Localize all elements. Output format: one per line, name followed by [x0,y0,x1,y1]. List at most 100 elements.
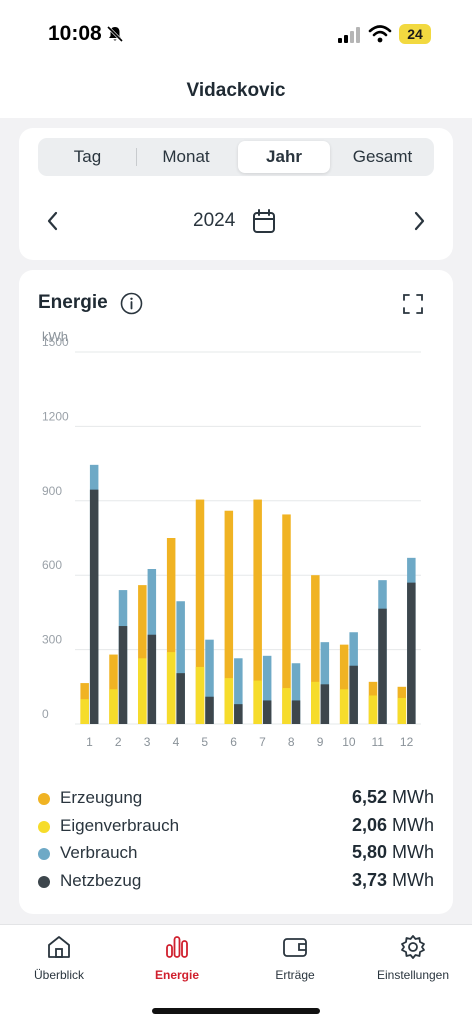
bar-verbrauch [291,663,301,724]
x-tick-label: 8 [288,735,295,749]
bar-eigenverbrauch [138,658,147,724]
bar-erzeugung [138,585,147,724]
energy-legend: Erzeugung 6,52 MWh Eigenverbrauch 2,06 M… [38,786,434,896]
y-axis-unit-label: kWh [42,329,68,344]
wallet-icon [283,938,307,957]
x-tick-label: 2 [115,735,122,749]
bar-erzeugung [282,514,291,724]
bar-eigenverbrauch [253,680,262,724]
bar-eigenverbrauch [109,689,118,724]
wifi-icon [368,25,392,43]
y-tick-label: 600 [42,558,62,572]
chevron-right-icon[interactable] [409,208,429,234]
tab-ertraege[interactable]: Erträge [236,933,354,982]
tab-label: Energie [154,968,199,982]
legend-dot [38,848,50,860]
x-tick-label: 7 [259,735,266,749]
period-segmented-control: Tag Monat Jahr Gesamt [38,138,434,176]
legend-row-netzbezug: Netzbezug 3,73 MWh [38,869,434,897]
bar-netzbezug [262,700,272,724]
bar-eigenverbrauch [368,695,378,724]
y-tick-label: 900 [42,484,62,498]
bell-slash-icon [106,25,124,43]
tab-gesamt[interactable]: Gesamt [352,147,413,166]
legend-label: Eigenverbrauch [60,815,180,835]
selected-year[interactable]: 2024 [193,210,236,231]
home-indicator [152,1008,320,1014]
chevron-left-icon[interactable] [43,208,63,234]
bar-eigenverbrauch [339,689,349,724]
segment-divider [136,148,137,166]
bar-eigenverbrauch [224,678,234,724]
legend-value: 6,52 MWh [351,787,434,807]
tab-jahr[interactable]: Jahr [238,141,330,173]
bar-verbrauch [320,642,330,724]
bar-netzbezug [205,696,214,724]
gear-icon [401,935,425,959]
x-tick-label: 12 [400,735,414,749]
bar-netzbezug [234,704,243,724]
bar-verbrauch [205,639,214,724]
bar-eigenverbrauch [282,688,291,724]
bar-netzbezug [349,665,358,724]
y-tick-label: 300 [42,633,62,647]
bar-netzbezug [320,684,330,724]
bar-erzeugung [195,499,205,724]
tab-einstellungen[interactable]: Einstellungen [354,933,472,982]
legend-dot [38,875,50,888]
y-tick-label: 1200 [42,409,69,423]
bar-netzbezug [176,673,185,724]
x-tick-label: 6 [230,735,237,749]
status-bar: 10:08 24 [0,0,472,66]
energy-title: Energie [38,292,108,313]
bar-netzbezug [118,626,128,724]
x-tick-label: 5 [201,735,208,749]
legend-label: Verbrauch [60,843,138,862]
x-tick-label: 1 [86,735,93,749]
app-header: Vidackovic [0,66,472,118]
bar-netzbezug [291,700,301,724]
expand-icon[interactable] [401,292,425,316]
bar-verbrauch [234,658,243,724]
bar-erzeugung [166,538,176,724]
y-tick-label: 1500 [42,335,69,349]
bar-netzbezug [378,608,387,724]
tab-label: Einstellungen [376,968,450,982]
bar-verbrauch [262,655,272,724]
home-icon [48,936,70,958]
status-time: 10:08 [48,22,102,45]
tab-label: Überblick [33,968,84,982]
tab-monat[interactable]: Monat [162,147,210,166]
bar-erzeugung [224,510,234,724]
x-tick-label: 4 [173,735,180,749]
tab-tag[interactable]: Tag [73,147,102,166]
bar-erzeugung [311,575,320,724]
period-card: Tag Monat Jahr Gesamt 2024 [19,128,453,260]
calendar-icon[interactable] [252,208,276,234]
x-tick-label: 3 [144,735,151,749]
legend-dot [38,793,50,805]
bar-eigenverbrauch [166,652,176,724]
info-icon[interactable] [120,292,143,315]
bar-verbrauch [176,601,185,724]
legend-row-eigenverbrauch: Eigenverbrauch 2,06 MWh [38,814,434,842]
signal-icon [338,27,360,43]
tab-label: Erträge [275,968,315,982]
legend-value: 5,80 MWh [351,842,434,862]
tab-ueberblick[interactable]: Überblick [0,933,118,982]
legend-row-verbrauch: Verbrauch 5,80 MWh [38,841,434,869]
legend-row-erzeugung: Erzeugung 6,52 MWh [38,786,434,814]
legend-value: 2,06 MWh [351,814,434,835]
x-tick-label: 9 [317,735,324,749]
bar-erzeugung [253,499,262,724]
x-tick-label: 10 [342,735,356,749]
tab-energie[interactable]: Energie [118,933,236,982]
bar-eigenverbrauch [195,666,205,724]
bar-netzbezug [147,634,157,724]
bottom-tab-bar: Überblick Energie Erträge Einstellungen [0,924,472,1024]
bar-eigenverbrauch [397,697,407,724]
legend-label: Netzbezug [60,870,142,890]
x-tick-label: 11 [372,735,385,749]
